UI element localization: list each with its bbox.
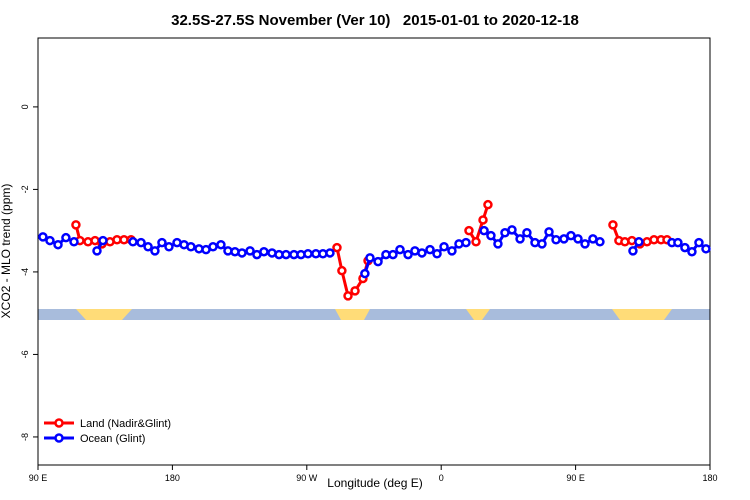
point <box>71 220 81 230</box>
point <box>325 248 335 258</box>
point <box>461 237 471 248</box>
y-tick-label: -2 <box>20 185 30 193</box>
point <box>281 249 291 260</box>
y-tick-label: -8 <box>20 433 30 441</box>
legend-label: Land (Nadir&Glint) <box>80 418 171 430</box>
point <box>337 265 347 276</box>
point <box>551 234 561 245</box>
point <box>537 239 547 249</box>
point <box>464 225 474 236</box>
point <box>522 227 532 238</box>
point <box>136 237 146 248</box>
point <box>486 230 496 241</box>
point <box>483 199 493 210</box>
point <box>98 235 108 246</box>
point <box>608 220 618 230</box>
point <box>580 239 590 249</box>
point <box>628 246 638 256</box>
legend-marker <box>54 433 64 443</box>
point <box>45 235 55 246</box>
land-patch <box>76 309 132 320</box>
point <box>447 246 457 256</box>
point <box>515 234 525 244</box>
x-tick-label: 90 E <box>566 473 585 483</box>
point <box>694 237 704 248</box>
point <box>425 244 435 255</box>
chart-title: 32.5S-27.5S November (Ver 10) 2015-01-01… <box>171 12 579 29</box>
legend-marker <box>54 418 64 428</box>
land-patch <box>466 309 490 320</box>
point <box>303 249 313 259</box>
point <box>38 232 48 242</box>
point <box>216 239 226 250</box>
point <box>417 248 427 258</box>
y-tick-label: -6 <box>20 350 30 358</box>
point <box>388 249 398 260</box>
point <box>432 249 442 259</box>
point <box>471 237 481 247</box>
point <box>61 232 71 243</box>
point <box>150 246 160 256</box>
point <box>360 268 370 279</box>
land-patch <box>612 309 672 320</box>
point <box>544 227 554 237</box>
y-tick-label: -4 <box>20 268 30 276</box>
x-tick-label: 180 <box>702 473 717 483</box>
point <box>332 242 342 253</box>
point <box>237 248 247 258</box>
x-tick-label: 90 W <box>296 473 318 483</box>
point <box>92 246 102 256</box>
point <box>478 215 488 225</box>
point <box>128 237 138 247</box>
point <box>373 256 383 267</box>
point <box>164 242 174 252</box>
point <box>395 244 405 255</box>
point <box>701 244 711 254</box>
point <box>157 237 167 248</box>
x-tick-label: 90 E <box>29 473 48 483</box>
y-axis-label: XCO2 - MLO trend (ppm) <box>0 184 13 319</box>
point <box>365 253 375 263</box>
point <box>680 242 690 253</box>
point <box>69 237 79 247</box>
point <box>507 225 517 235</box>
point <box>439 242 449 252</box>
point <box>259 246 269 257</box>
plot-frame <box>37 37 711 466</box>
x-tick-label: 180 <box>165 473 180 483</box>
point <box>479 225 489 236</box>
point <box>403 249 413 260</box>
point <box>559 234 569 244</box>
x-tick-label: 0 <box>439 473 444 483</box>
point <box>343 291 353 301</box>
point <box>595 237 605 247</box>
series-line <box>74 204 667 299</box>
point <box>245 246 255 256</box>
point <box>566 230 576 241</box>
y-tick-label: 0 <box>20 104 30 109</box>
point <box>350 286 360 296</box>
point <box>573 234 583 244</box>
point <box>143 242 153 252</box>
land-ocean-band <box>38 309 710 320</box>
x-axis-label: Longitude (deg E) <box>327 476 422 490</box>
point <box>634 237 644 247</box>
point <box>186 242 196 252</box>
point <box>208 242 218 252</box>
point <box>53 239 63 250</box>
legend-label: Ocean (Glint) <box>80 433 145 445</box>
land-patch <box>335 309 370 320</box>
point <box>673 237 683 248</box>
point <box>687 246 697 257</box>
ocean-band <box>38 309 710 320</box>
point <box>493 239 503 249</box>
series-line <box>42 228 707 275</box>
